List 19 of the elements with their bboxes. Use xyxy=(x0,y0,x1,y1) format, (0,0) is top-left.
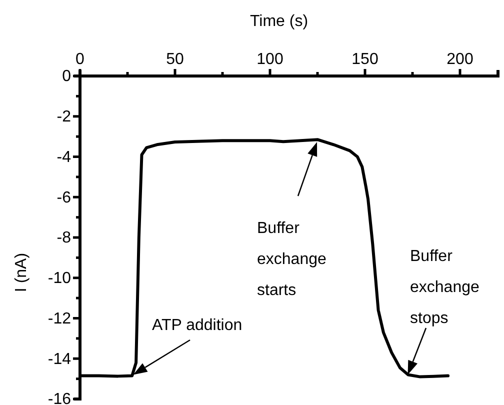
x-axis-title: Time (s) xyxy=(250,13,308,30)
y-tick-label: 0 xyxy=(62,68,72,86)
annotation: Buffer exchange stops xyxy=(410,248,480,327)
annotation: ATP addition xyxy=(152,317,242,334)
y-tick-label: -12 xyxy=(48,310,72,328)
y-tick-label: -6 xyxy=(56,189,72,206)
annotation: Buffer exchange starts xyxy=(257,220,326,299)
y-tick-label: -2 xyxy=(56,108,72,126)
x-tick-label: 100 xyxy=(256,51,284,68)
y-tick-label: -4 xyxy=(56,148,72,166)
y-tick-label: -10 xyxy=(48,270,72,287)
x-tick-label: 0 xyxy=(76,51,85,68)
x-tick-label: 50 xyxy=(166,51,184,68)
y-tick-label: -16 xyxy=(48,391,72,405)
y-tick-label: -8 xyxy=(56,230,72,247)
y-tick-label: -14 xyxy=(48,350,72,368)
x-tick-label: 150 xyxy=(352,51,378,68)
x-tick-label: 200 xyxy=(446,51,474,68)
y-axis-title: I (nA) xyxy=(13,252,30,292)
